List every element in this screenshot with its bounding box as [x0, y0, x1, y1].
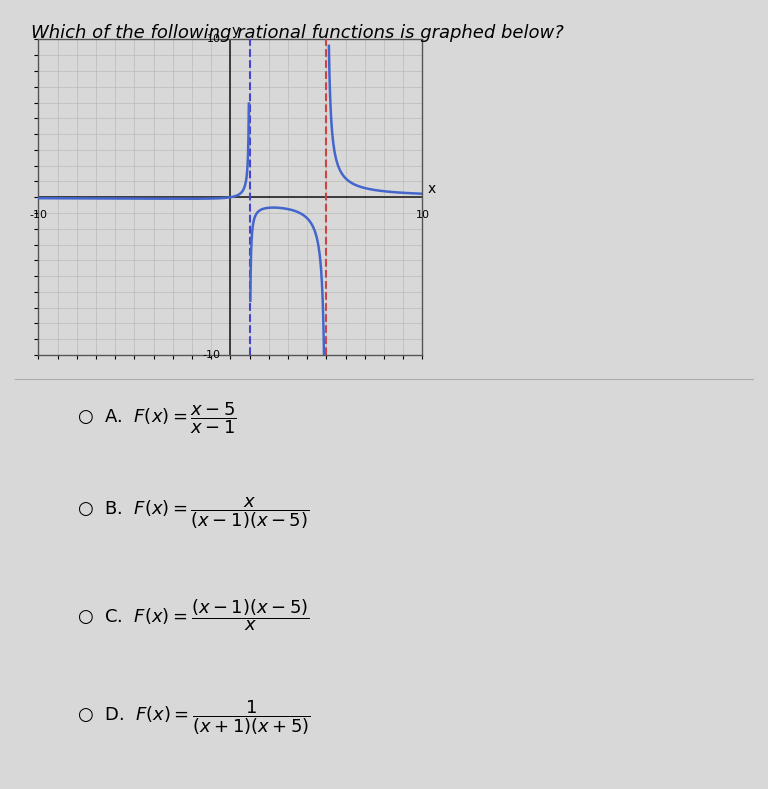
- Text: -10: -10: [29, 210, 48, 220]
- Text: $\bigcirc$  C.  $F(x) = \dfrac{(x-1)(x-5)}{x}$: $\bigcirc$ C. $F(x) = \dfrac{(x-1)(x-5)}…: [77, 597, 310, 634]
- Text: x: x: [428, 181, 436, 196]
- Text: $\bigcirc$  A.  $F(x) = \dfrac{x-5}{x-1}$: $\bigcirc$ A. $F(x) = \dfrac{x-5}{x-1}$: [77, 400, 237, 436]
- Text: Which of the following rational functions is graphed below?: Which of the following rational function…: [31, 24, 564, 42]
- Text: $\bigcirc$  D.  $F(x) = \dfrac{1}{(x+1)(x+5)}$: $\bigcirc$ D. $F(x) = \dfrac{1}{(x+1)(x+…: [77, 699, 310, 737]
- Text: -10: -10: [203, 350, 221, 360]
- Text: 10: 10: [207, 35, 221, 44]
- Text: 10: 10: [415, 210, 429, 220]
- Text: $\bigcirc$  B.  $F(x) = \dfrac{x}{(x-1)(x-5)}$: $\bigcirc$ B. $F(x) = \dfrac{x}{(x-1)(x-…: [77, 495, 309, 531]
- Text: y: y: [232, 24, 240, 38]
